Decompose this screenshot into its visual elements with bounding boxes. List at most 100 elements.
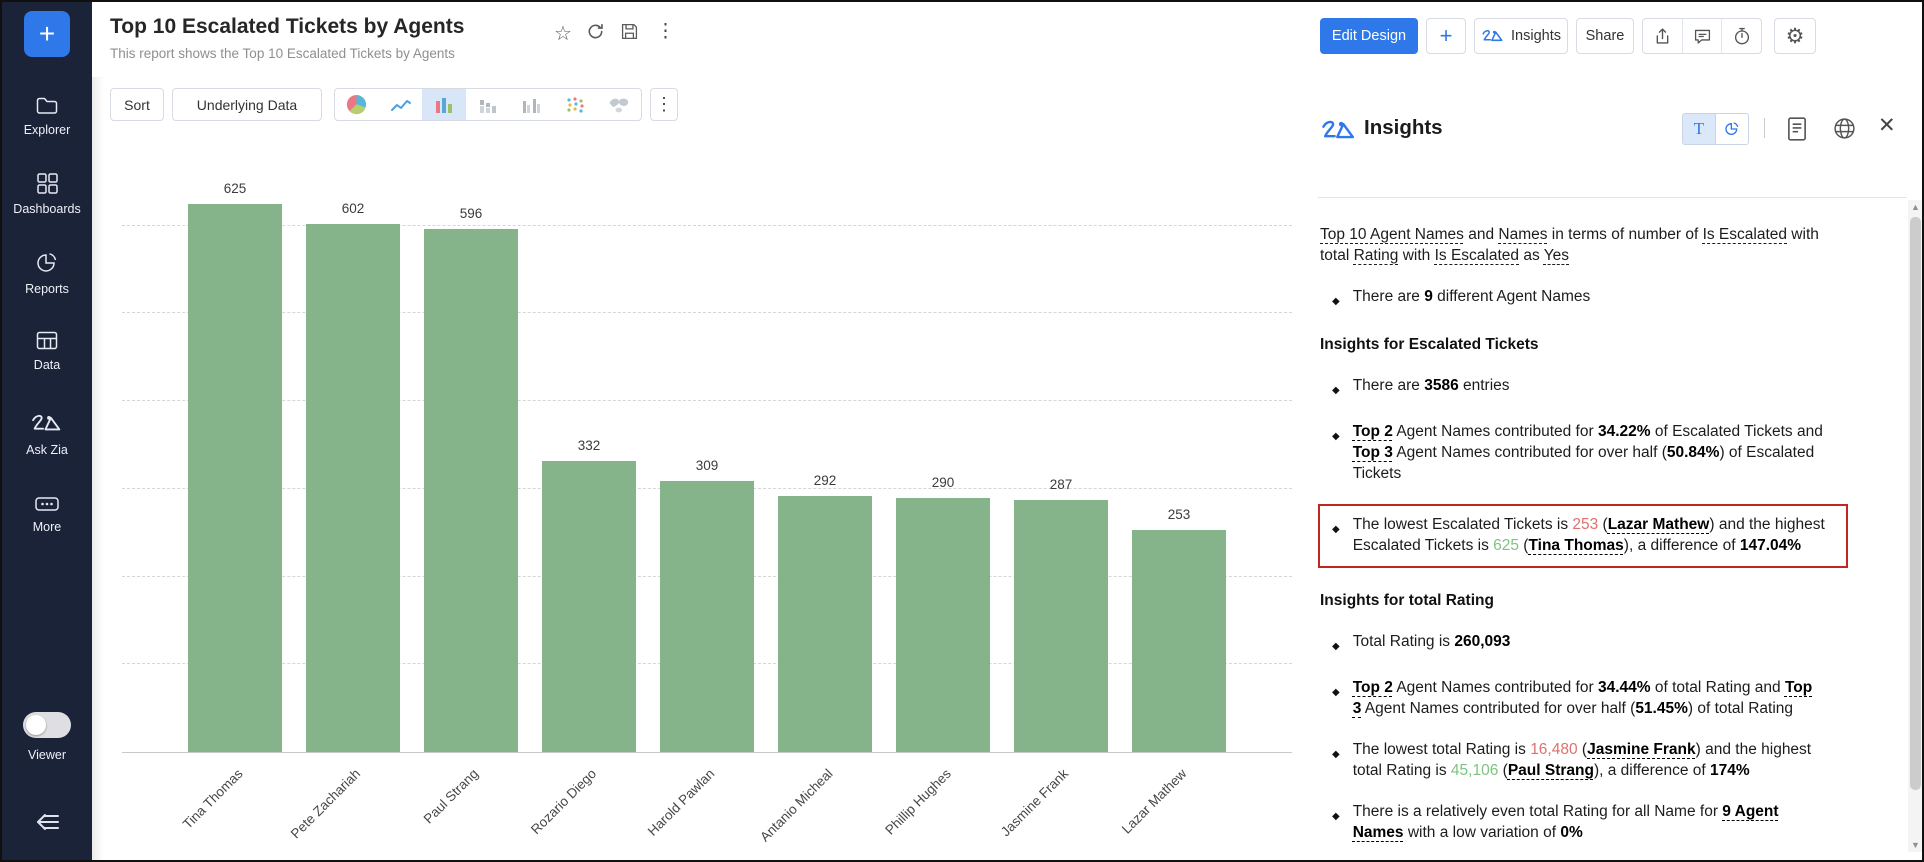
insight-term[interactable]: Tina Thomas	[1528, 537, 1624, 554]
insights-button[interactable]: Insights	[1474, 18, 1568, 54]
bar-value-label: 596	[459, 206, 483, 222]
underlying-data-button[interactable]: Underlying Data	[172, 88, 322, 121]
chart-type-geo-map[interactable]	[597, 89, 641, 120]
comment-icon[interactable]	[1681, 19, 1722, 53]
sidebar-item-dashboards[interactable]: Dashboards	[2, 172, 92, 216]
sidebar-item-label: Ask Zia	[26, 443, 68, 457]
bar[interactable]	[306, 223, 400, 752]
insight-text: entries	[1458, 377, 1510, 394]
zia-icon	[1482, 29, 1503, 41]
refresh-icon[interactable]	[586, 22, 605, 46]
insight-bullet-text: Top 2 Agent Names contributed for 34.22%…	[1353, 421, 1825, 484]
text-view-button[interactable]: T	[1683, 114, 1715, 144]
alarm-icon[interactable]	[1721, 19, 1761, 53]
insight-term[interactable]: Lazar Mathew	[1607, 516, 1710, 533]
bullet-diamond-icon: ◆	[1332, 749, 1340, 760]
insight-bullet: ◆ The lowest total Rating is 16,480 (Jasm…	[1320, 739, 1825, 781]
insight-text: 260,093	[1454, 633, 1511, 650]
insight-term[interactable]: Top 3	[1352, 444, 1393, 461]
sidebar-item-label: More	[32, 520, 62, 534]
close-icon[interactable]: ✕	[1878, 114, 1896, 137]
insight-text: ), a difference of	[1623, 537, 1740, 554]
bar[interactable]	[424, 229, 518, 752]
insight-bullet-text: There is a relatively even total Rating …	[1353, 801, 1825, 843]
chart-type-stacked-bar[interactable]	[466, 89, 510, 120]
bar[interactable]	[660, 480, 754, 752]
toggle-knob	[26, 715, 46, 735]
chart-type-scatter[interactable]	[554, 89, 598, 120]
gridline	[122, 400, 1292, 402]
globe-icon[interactable]	[1832, 116, 1857, 146]
scroll-up-icon[interactable]: ▲	[1911, 202, 1920, 212]
insight-bullet: ◆ Top 2 Agent Names contributed for 34.44…	[1320, 677, 1825, 719]
sidebar-item-explorer[interactable]: Explorer	[2, 94, 92, 137]
insight-term[interactable]: Yes	[1543, 247, 1570, 264]
export-icon[interactable]	[1643, 19, 1682, 53]
bar[interactable]	[1014, 500, 1108, 752]
insight-bullet: ◆ There are 3586 entries	[1320, 375, 1825, 401]
insights-button-label: Insights	[1511, 28, 1561, 44]
bar[interactable]	[188, 203, 282, 752]
insight-text: ), a difference of	[1593, 762, 1710, 779]
more-vertical-icon[interactable]: ⋮	[656, 21, 675, 42]
edit-design-button[interactable]: Edit Design	[1320, 18, 1418, 54]
x-axis-label: Antanio Micheal	[757, 766, 836, 845]
document-icon[interactable]	[1786, 116, 1808, 147]
pie-view-icon	[1725, 122, 1739, 135]
insight-text: 0%	[1560, 824, 1583, 841]
insight-term[interactable]: Paul Strang	[1507, 762, 1594, 779]
bar-value-label: 309	[695, 457, 719, 473]
insights-scrollbar[interactable]: ▲ ▼	[1908, 200, 1922, 852]
bar-column: 292 Antanio Micheal	[757, 138, 872, 845]
sidebar-item-more[interactable]: More	[2, 495, 92, 534]
chart-view-button[interactable]	[1715, 114, 1748, 144]
chart-type-pie[interactable]	[335, 89, 379, 120]
insight-text: different Agent Names	[1432, 288, 1591, 305]
insight-term[interactable]: Jasmine Frank	[1587, 741, 1696, 758]
insight-term[interactable]: Top 10 Agent Names	[1320, 226, 1464, 243]
share-button[interactable]: Share	[1576, 18, 1634, 54]
insight-term[interactable]: Top 2	[1352, 679, 1393, 696]
insight-term[interactable]: 9 Agent Names	[1352, 803, 1779, 841]
insight-text: ) and the highest total Rating is	[1352, 741, 1812, 779]
insight-term[interactable]: Top 3	[1352, 679, 1813, 717]
insight-term[interactable]: Is Escalated	[1702, 226, 1787, 243]
bar[interactable]	[1132, 530, 1226, 752]
gridline	[122, 312, 1292, 314]
bar[interactable]	[896, 497, 990, 752]
add-report-button[interactable]: +	[1426, 18, 1466, 54]
scrollbar-thumb[interactable]	[1910, 217, 1921, 790]
sidebar-item-ask-zia[interactable]: Ask Zia	[2, 412, 92, 457]
sort-button[interactable]: Sort	[110, 88, 164, 121]
insight-term[interactable]: Names	[1498, 226, 1548, 243]
bar[interactable]	[542, 460, 636, 752]
insight-term[interactable]: Is Escalated	[1434, 247, 1520, 264]
insight-bullet-text: There are 3586 entries	[1353, 375, 1510, 401]
star-icon[interactable]: ☆	[554, 23, 572, 45]
insight-text: with	[1398, 247, 1435, 264]
chart-type-line[interactable]	[379, 89, 423, 120]
sidebar-item-data[interactable]: Data	[2, 330, 92, 372]
sidebar-item-label: Reports	[25, 282, 69, 296]
insights-intro: Top 10 Agent Names and Names in terms of…	[1320, 224, 1825, 266]
save-icon[interactable]	[620, 22, 639, 46]
insight-term[interactable]: Top 2	[1352, 423, 1393, 440]
insight-term[interactable]: Rating	[1353, 247, 1399, 264]
x-axis-label: Rozario Diego	[528, 766, 600, 838]
bar[interactable]	[778, 495, 872, 752]
insight-text: Total Rating is	[1352, 633, 1455, 650]
insight-text: 3586	[1424, 377, 1459, 394]
sidebar-item-reports[interactable]: Reports	[2, 251, 92, 296]
insights-header: Insights T ✕	[1318, 102, 1910, 198]
insight-text: ) of Escalated Tickets	[1352, 444, 1815, 482]
settings-button[interactable]: ⚙	[1774, 18, 1816, 54]
zia-icon	[30, 412, 64, 436]
collapse-sidebar-icon[interactable]	[32, 808, 62, 841]
scroll-down-icon[interactable]: ▼	[1911, 840, 1920, 850]
toolbar-more-icon[interactable]: ⋮	[650, 88, 678, 121]
create-new-button[interactable]: +	[24, 11, 70, 57]
chart-type-clustered-bar[interactable]	[510, 89, 554, 120]
insight-text: 34.22%	[1597, 423, 1651, 440]
viewer-toggle[interactable]	[23, 712, 71, 738]
chart-type-bar[interactable]	[422, 89, 467, 120]
